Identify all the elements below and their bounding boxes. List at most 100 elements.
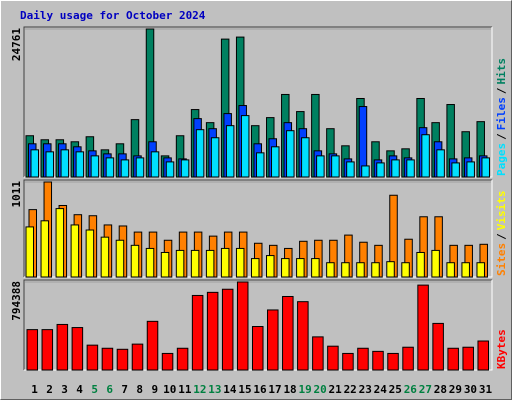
bar [41,329,54,371]
bar [266,255,275,278]
bar [180,159,190,178]
bar [100,236,110,278]
bar [451,162,460,178]
legend: Pages / Files / Hits [495,58,508,176]
x-tick-label: 15 [238,383,251,396]
bar [160,251,170,278]
panel-bevel-dark [23,26,492,177]
bar [477,340,490,371]
bar [190,249,200,278]
bar [341,262,350,278]
bar [281,258,290,278]
x-tick-label: 29 [449,383,462,396]
bar [221,288,234,371]
bar [357,347,369,371]
bar [431,249,440,278]
bar [316,155,325,178]
bar [236,281,249,371]
bar [131,343,144,371]
bar [175,249,185,278]
bar [55,208,65,278]
bar [391,159,400,178]
bar [282,295,294,371]
y-tick-label: 24761 [10,28,23,61]
bar [25,226,34,278]
bar [376,162,385,178]
x-tick-label: 2 [46,383,53,396]
x-tick-label: 16 [253,383,267,396]
bar [240,115,250,178]
bar [301,137,310,178]
x-tick-label: 9 [151,383,158,396]
bar [286,130,295,178]
x-tick-label: 12 [193,383,206,396]
legend-entry: Visits [495,191,508,231]
bar [105,157,115,178]
bar [297,301,309,371]
bar [191,294,204,371]
x-tick-label: 26 [404,383,418,396]
x-tick-label: 1 [31,383,38,396]
bar [220,247,230,278]
bar [176,347,189,371]
bar [346,161,355,178]
bar [342,352,354,371]
bar [371,262,380,278]
bar [86,344,99,371]
x-tick-label: 19 [298,383,311,396]
bar [327,345,339,371]
bar [417,284,429,371]
bar [312,336,324,371]
bar [476,262,485,278]
bar [205,249,215,278]
x-tick-label: 10 [163,383,176,396]
legend-separator: / [495,87,508,94]
bar [75,151,85,178]
bar [296,258,305,278]
legend-separator: / [495,233,508,240]
bar [446,262,455,278]
x-tick-label: 28 [434,383,447,396]
bar [402,346,414,371]
legend-entry: Pages [495,143,508,176]
bar [210,137,220,178]
bar [26,329,39,371]
bar [251,326,264,371]
bar [56,323,69,371]
bar [146,320,159,371]
x-tick-label: 31 [479,383,493,396]
x-tick-label: 4 [76,383,83,396]
x-tick-label: 21 [329,383,343,396]
bar [255,152,265,178]
x-tick-label: 5 [91,383,98,396]
bar [130,244,140,278]
bar [326,262,335,278]
bar [462,346,474,371]
bar [235,247,245,278]
bar [436,149,445,178]
bar [406,159,415,178]
x-tick-label: 30 [464,383,477,396]
x-tick-label: 22 [344,383,357,396]
bar [30,149,39,178]
bar [372,350,384,371]
bar [70,224,80,278]
legend-separator: / [495,133,508,140]
bar [271,146,280,178]
legend: Sites / Visits [495,191,508,277]
bar [311,258,320,278]
bar [145,247,155,278]
legend-entry: Sites [495,243,508,276]
bar [401,262,410,278]
x-tick-label: 6 [106,383,113,396]
bar [165,161,175,178]
bar [250,258,260,278]
x-tick-label: 3 [61,383,68,396]
bar [466,161,475,178]
bar [432,322,444,371]
x-tick-label: 8 [136,383,143,396]
bar [421,134,430,178]
legend-entry: Files [495,97,508,130]
